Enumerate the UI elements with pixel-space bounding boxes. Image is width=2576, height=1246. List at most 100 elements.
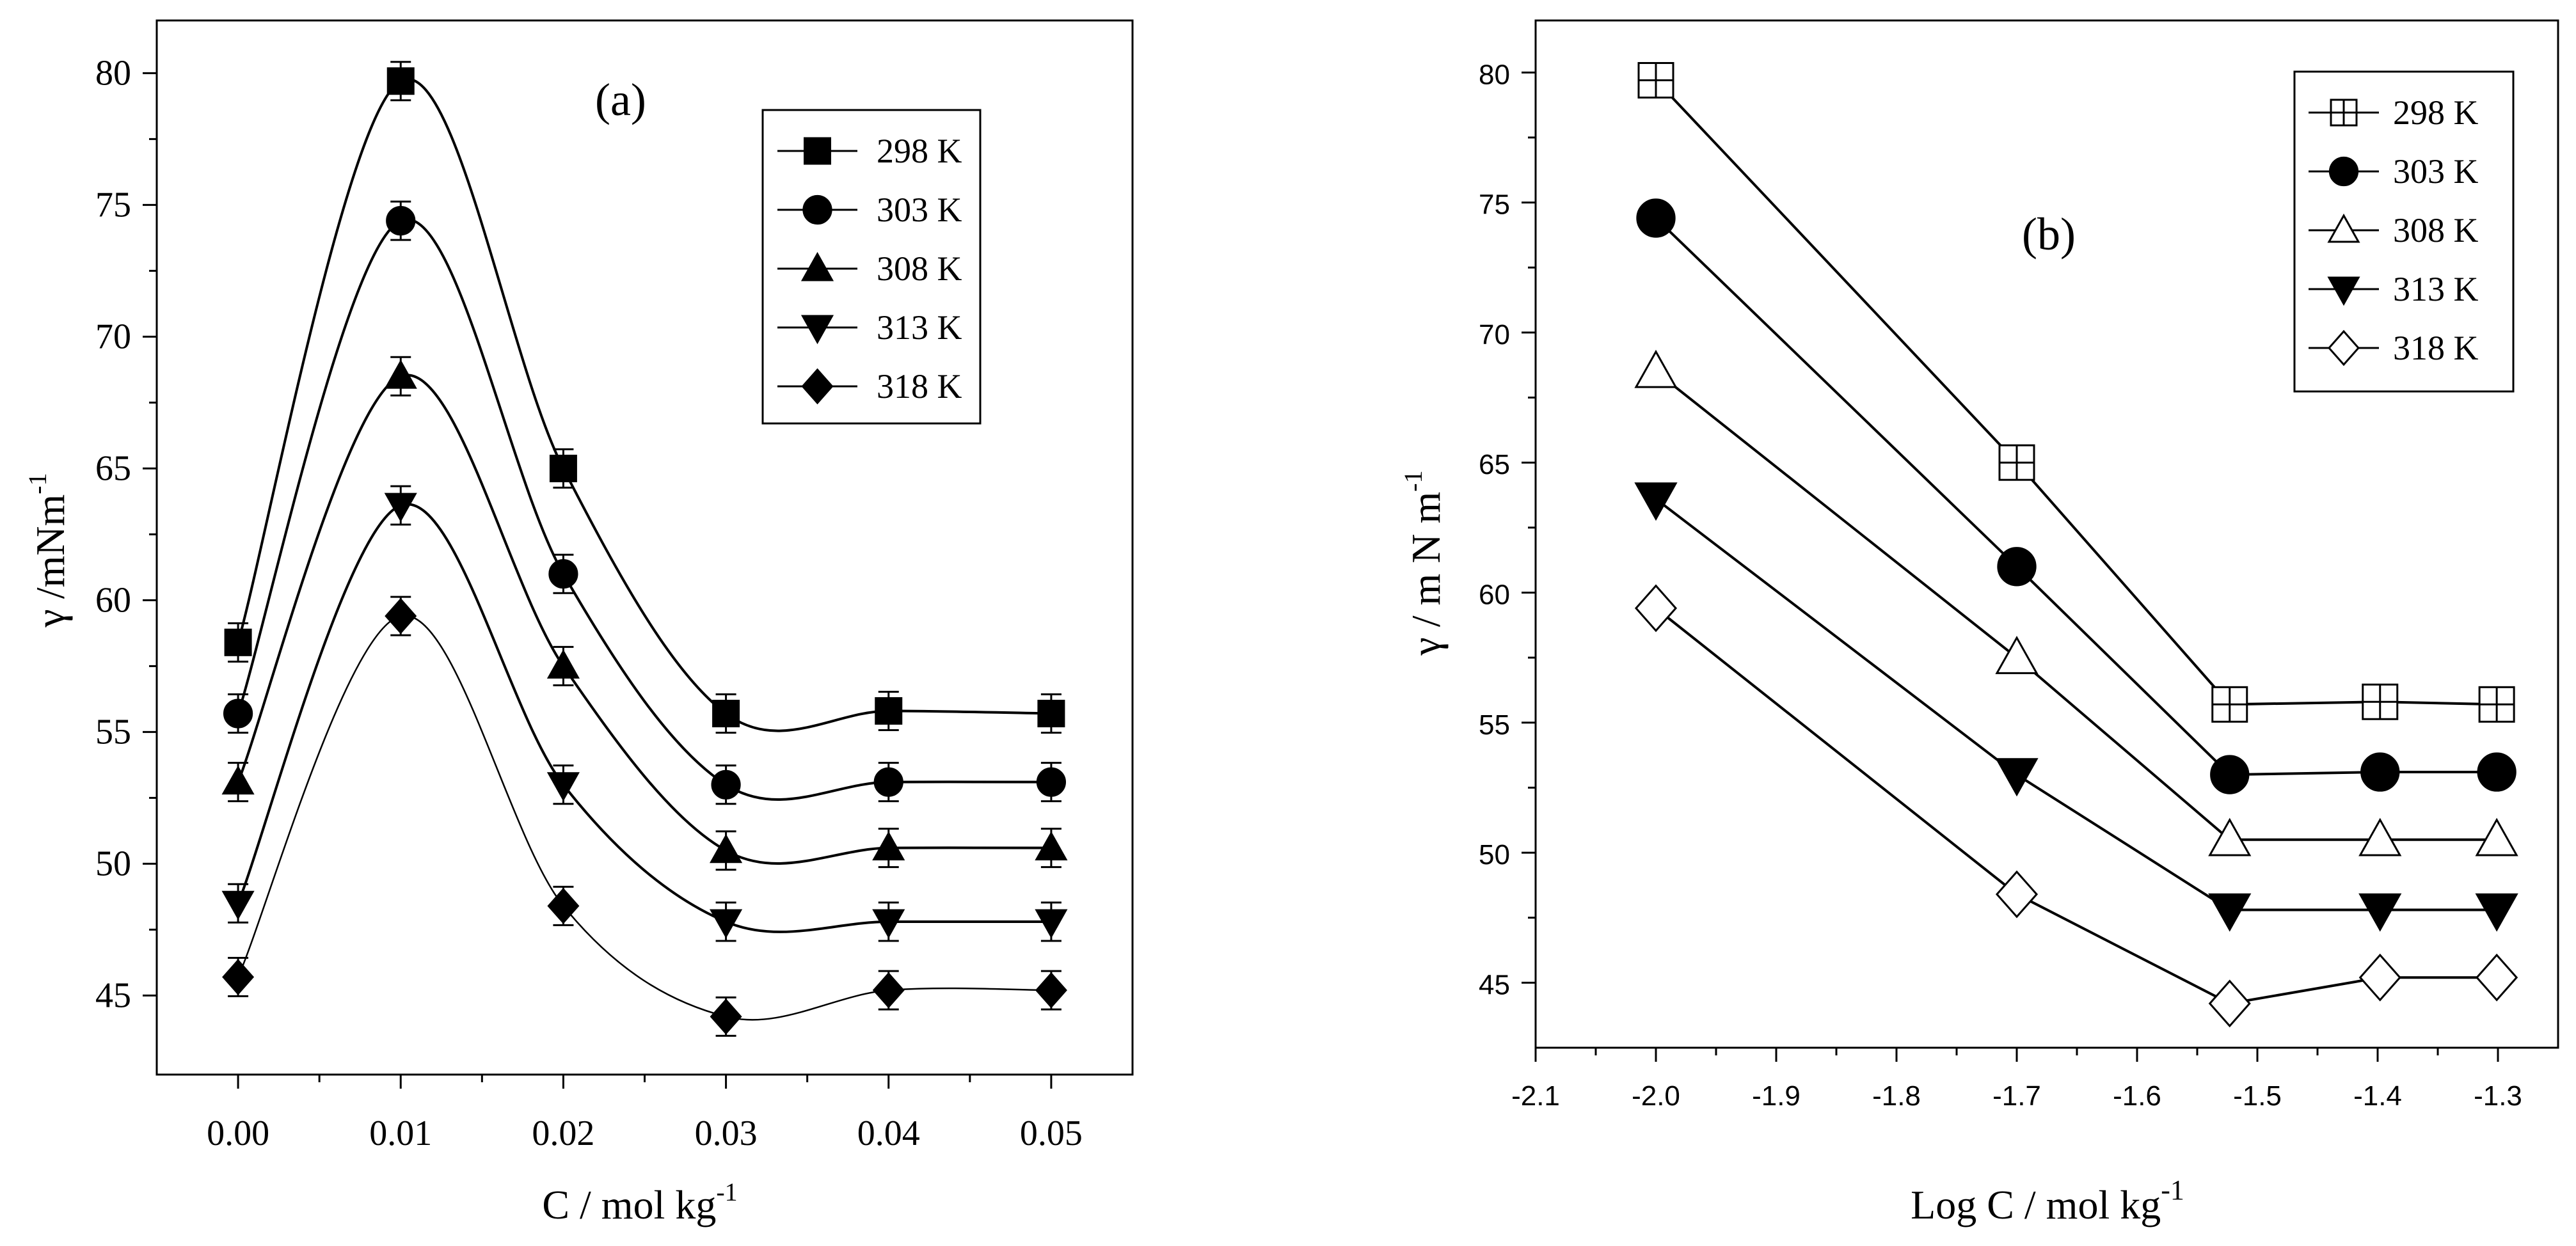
a-data-point: [872, 831, 905, 861]
b-series-318k: [1634, 584, 2518, 1028]
a-legend-item: 303 K: [777, 191, 962, 229]
b-legend-marker: [2327, 276, 2360, 306]
a-data-point: [875, 697, 903, 725]
a-data-point: [711, 769, 741, 800]
b-x-tick-label: -1.3: [2474, 1080, 2522, 1112]
panel-a-y-axis-title-sup: -1: [23, 473, 52, 494]
b-x-tick-label: -1.7: [1992, 1080, 2041, 1112]
a-series-line: [237, 503, 1051, 933]
panel-b-series: [1634, 62, 2518, 1028]
a-series-line: [237, 374, 1051, 865]
a-data-point: [547, 888, 580, 924]
b-data-point: [1995, 870, 2039, 919]
a-legend-label: 298 K: [877, 132, 962, 170]
a-data-point: [384, 493, 417, 523]
b-data-point: [2478, 686, 2515, 723]
b-y-tick-label: 75: [1479, 189, 1510, 221]
b-legend-marker: [2327, 329, 2360, 367]
b-x-tick-label: -1.4: [2353, 1080, 2402, 1112]
panel-a-y-axis-title: γ /mNm-1: [23, 473, 73, 627]
a-y-tick-label: 80: [95, 53, 131, 93]
b-y-tick-label: 80: [1479, 59, 1510, 90]
b-y-tick-label: 70: [1479, 319, 1510, 351]
panel-b-x-axis-title: Log C / mol kg-1: [1911, 1174, 2184, 1227]
panel-b: -2.1 -2.0 -1.9 -1.8 -1.7 -1.6 -1.5 -1.4 -1.3 45 5…: [1399, 19, 2559, 1227]
a-data-point: [548, 559, 578, 589]
b-series-line: [1655, 607, 2497, 1005]
panel-b-label: (b): [2022, 209, 2076, 260]
b-y-tick-label: 50: [1479, 839, 1510, 871]
b-data-point: [1995, 758, 2039, 797]
a-data-point: [546, 649, 580, 679]
a-data-point: [224, 628, 252, 656]
panel-a-y-ticks: 45 50 55 60 65 70 75 80: [95, 53, 157, 1015]
b-data-point: [2358, 817, 2402, 856]
a-legend-label: 303 K: [877, 191, 962, 229]
b-data-point: [1997, 547, 2037, 587]
a-x-tick-label: 0.03: [695, 1114, 758, 1153]
a-y-tick-label: 45: [95, 975, 131, 1015]
panel-a-label: (a): [595, 74, 646, 125]
panel-b-y-ticks: 45 50 55 60 65 70 75 80: [1479, 59, 1536, 1000]
b-y-tick-label: 60: [1479, 579, 1510, 610]
a-x-tick-label: 0.00: [207, 1114, 269, 1153]
a-legend-marker: [800, 251, 834, 281]
a-data-point: [385, 597, 417, 635]
a-y-tick-label: 50: [95, 844, 131, 883]
panel-a: 0.00 0.01 0.02 0.03 0.04 0.05 45 50 55 60 65 70 75 8…: [23, 19, 1134, 1227]
panel-a-legend-items: 298 K 303 K 308 K 313 K 318 K: [777, 132, 962, 406]
b-legend-marker: [2328, 156, 2359, 187]
b-data-point: [1634, 482, 1678, 521]
b-y-tick-label: 55: [1479, 709, 1510, 741]
b-data-point: [2208, 893, 2252, 932]
a-series-308k: [221, 356, 1068, 871]
b-data-point: [1634, 349, 1678, 388]
a-data-point: [546, 772, 580, 801]
a-legend-label: 308 K: [877, 249, 962, 288]
a-x-tick-label: 0.01: [369, 1114, 432, 1153]
panel-b-y-axis-title-text: γ / m N m: [1403, 492, 1449, 656]
a-data-point: [1036, 767, 1067, 797]
b-x-tick-label: -1.8: [1872, 1080, 1921, 1112]
a-series-318k: [222, 595, 1067, 1037]
a-y-tick-label: 70: [95, 317, 131, 356]
b-data-point: [2211, 686, 2248, 723]
a-legend-marker: [801, 368, 834, 405]
a-data-point: [710, 909, 743, 939]
panel-b-x-axis-title-sup: -1: [2161, 1174, 2184, 1206]
a-legend-item: 308 K: [777, 249, 962, 288]
b-series-313k: [1634, 482, 2518, 932]
panel-b-y-axis-title: γ / m N m-1: [1399, 470, 1449, 656]
b-data-point: [1637, 62, 1674, 99]
b-data-point: [2475, 817, 2518, 856]
b-x-tick-label: -1.5: [2233, 1080, 2282, 1112]
a-data-point: [872, 972, 905, 1009]
a-series-303k: [223, 200, 1067, 805]
a-legend-marker: [800, 315, 834, 345]
b-data-point: [2477, 752, 2516, 792]
panel-b-x-axis-title-text: Log C / mol kg: [1911, 1182, 2161, 1227]
a-data-point: [1035, 909, 1068, 939]
a-series-298k: [224, 61, 1065, 734]
b-legend-label: 313 K: [2393, 270, 2479, 308]
a-x-tick-label: 0.02: [532, 1114, 594, 1153]
b-data-point: [2476, 953, 2518, 1002]
b-data-point: [2208, 817, 2252, 856]
a-data-point: [1035, 972, 1067, 1009]
a-data-point: [384, 359, 417, 389]
b-legend-label: 303 K: [2393, 152, 2479, 191]
a-x-tick-label: 0.05: [1020, 1114, 1083, 1153]
panel-a-y-axis-title-text: γ /mNm: [28, 494, 73, 628]
panel-b-legend: 298 K 303 K 308 K 313 K 318 K: [2293, 70, 2515, 393]
a-legend-item: 318 K: [777, 367, 962, 406]
panel-b-x-ticks: -2.1 -2.0 -1.9 -1.8 -1.7 -1.6 -1.5 -1.4 -1.3: [1511, 1048, 2522, 1112]
b-data-point: [2362, 683, 2399, 720]
a-data-point: [223, 698, 253, 729]
panel-b-plot-frame: [1534, 19, 2559, 1049]
a-data-point: [873, 767, 903, 797]
b-series-308k: [1634, 349, 2518, 856]
a-data-point: [710, 833, 743, 864]
a-data-point: [1037, 700, 1065, 728]
b-data-point: [1998, 444, 2035, 481]
a-legend-item: 313 K: [777, 308, 962, 347]
